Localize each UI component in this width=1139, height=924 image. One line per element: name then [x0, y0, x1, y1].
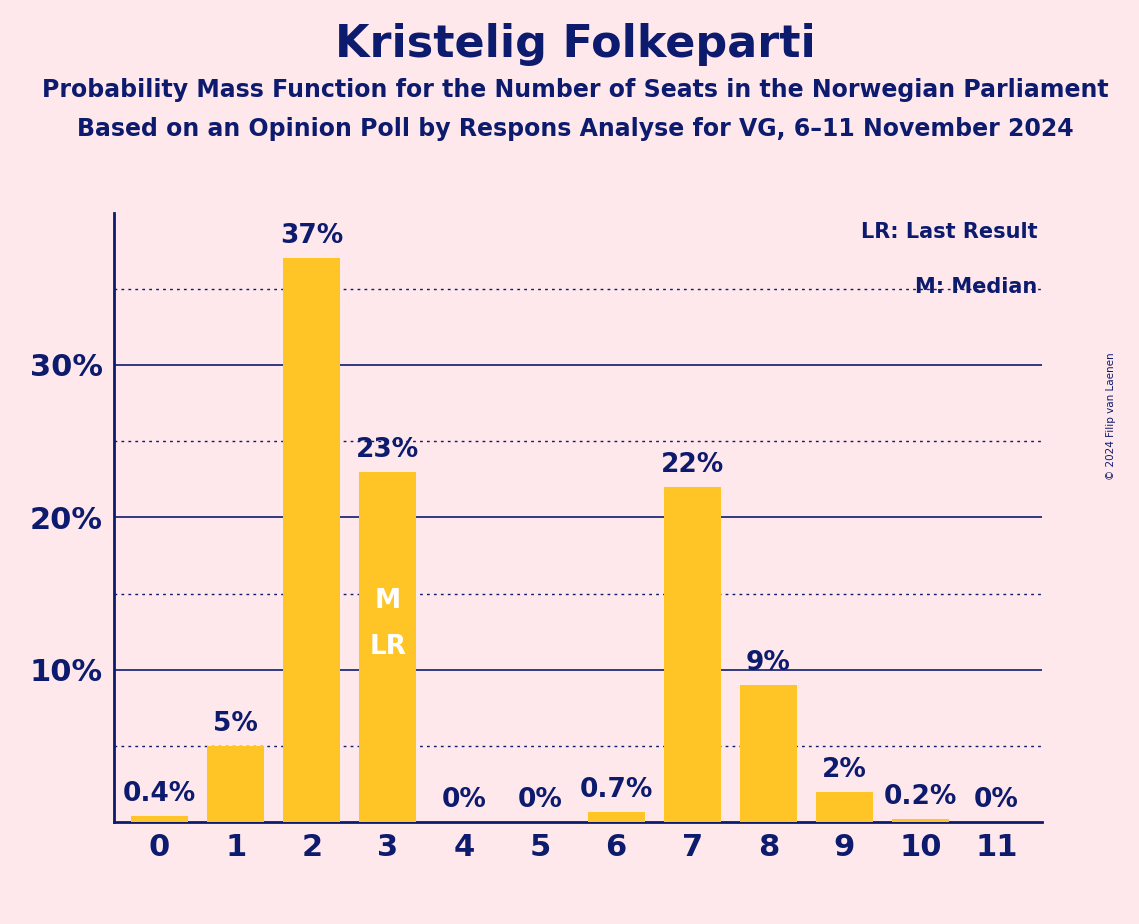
Text: LR: Last Result: LR: Last Result [861, 222, 1038, 242]
Text: 0.7%: 0.7% [580, 776, 653, 803]
Text: M: M [375, 589, 401, 614]
Bar [131, 816, 188, 822]
Text: 0%: 0% [517, 787, 563, 813]
Bar [664, 487, 721, 822]
Text: Probability Mass Function for the Number of Seats in the Norwegian Parliament: Probability Mass Function for the Number… [42, 78, 1108, 102]
Bar [892, 820, 949, 822]
Text: 22%: 22% [661, 452, 723, 478]
Text: 0%: 0% [442, 787, 486, 813]
Bar [588, 811, 645, 822]
Text: 2%: 2% [822, 757, 867, 783]
Bar [739, 686, 797, 822]
Bar [816, 792, 872, 822]
Text: M: Median: M: Median [916, 276, 1038, 297]
Text: 5%: 5% [213, 711, 259, 737]
Text: 0%: 0% [974, 787, 1019, 813]
Text: 0.2%: 0.2% [884, 784, 957, 810]
Bar [359, 471, 417, 822]
Text: © 2024 Filip van Laenen: © 2024 Filip van Laenen [1106, 352, 1115, 480]
Text: 0.4%: 0.4% [123, 781, 196, 808]
Text: LR: LR [369, 634, 407, 660]
Text: Based on an Opinion Poll by Respons Analyse for VG, 6–11 November 2024: Based on an Opinion Poll by Respons Anal… [77, 117, 1074, 141]
Text: 9%: 9% [746, 650, 790, 676]
Bar [284, 258, 341, 822]
Text: 23%: 23% [357, 436, 419, 463]
Bar [207, 747, 264, 822]
Text: 37%: 37% [280, 223, 343, 249]
Text: Kristelig Folkeparti: Kristelig Folkeparti [335, 23, 816, 67]
